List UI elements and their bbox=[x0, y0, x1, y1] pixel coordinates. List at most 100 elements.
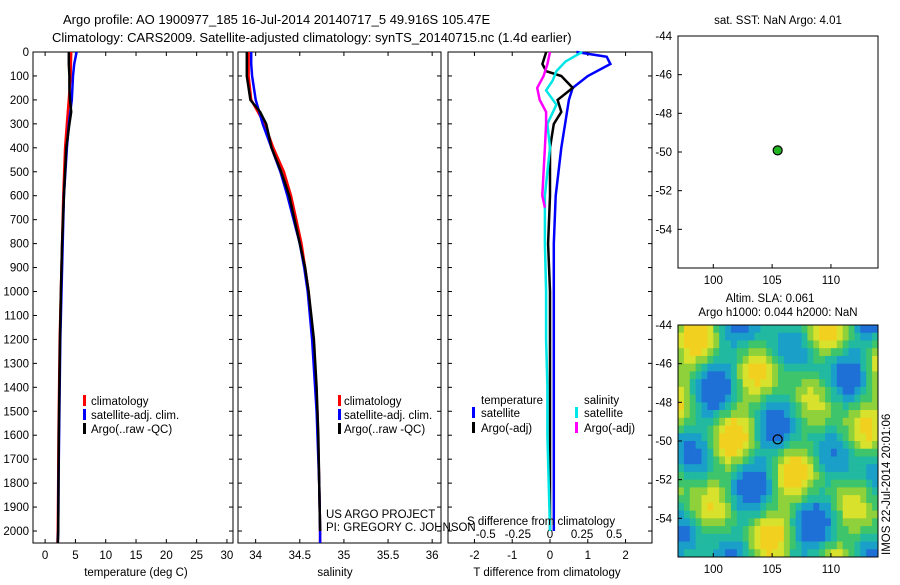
sla-cell bbox=[830, 464, 838, 473]
sla-cell bbox=[760, 394, 767, 403]
sla-cell bbox=[836, 471, 844, 481]
sla-cell bbox=[848, 410, 855, 419]
sla-cell bbox=[813, 402, 820, 411]
sla-cell bbox=[701, 549, 708, 558]
sla-cell bbox=[754, 541, 761, 550]
sla-cell bbox=[701, 441, 708, 450]
difference-top-xlabel: S difference from climatology bbox=[467, 516, 615, 528]
sla-cell bbox=[872, 417, 879, 426]
sla-cell bbox=[713, 417, 720, 426]
y-tick-label: 100 bbox=[10, 71, 29, 83]
sla-cell bbox=[836, 464, 844, 473]
sla-cell bbox=[807, 410, 814, 419]
x-tick-label: 0 bbox=[42, 550, 48, 562]
sla-cell bbox=[807, 518, 814, 527]
sla-cell bbox=[860, 533, 867, 542]
sla-cell bbox=[719, 379, 726, 388]
sla-cell bbox=[848, 502, 855, 511]
sla-cell bbox=[825, 340, 832, 349]
y-tick-label: 800 bbox=[10, 239, 29, 251]
sla-cell bbox=[801, 410, 808, 419]
sla-cell bbox=[701, 502, 708, 511]
sla-cell bbox=[854, 549, 861, 558]
sla-cell bbox=[854, 402, 861, 411]
sla-cell bbox=[872, 386, 879, 395]
sla-cell bbox=[825, 518, 832, 527]
sla-cell bbox=[736, 386, 744, 395]
sla-cell bbox=[725, 502, 732, 511]
sla-cell bbox=[730, 410, 738, 419]
sla-cell bbox=[772, 386, 779, 395]
sla-cell bbox=[683, 502, 691, 511]
sla-cell bbox=[778, 332, 785, 341]
sla-cell bbox=[825, 510, 832, 519]
sla-cell bbox=[730, 417, 738, 426]
sla-cell bbox=[813, 386, 820, 395]
sla-cell bbox=[801, 441, 808, 450]
sla-cell bbox=[742, 363, 749, 372]
sla-cell bbox=[695, 495, 702, 504]
sla-cell bbox=[872, 471, 879, 481]
sla-cell bbox=[825, 417, 832, 426]
sla-cell bbox=[813, 448, 820, 457]
sla-cell bbox=[742, 549, 749, 558]
sla-cell bbox=[836, 340, 844, 349]
sla-cell bbox=[842, 325, 849, 334]
salinity-panel: 34 34.5 35 35.5 36 bbox=[237, 51, 442, 562]
sla-cell bbox=[754, 502, 761, 511]
sla-cell bbox=[813, 495, 820, 504]
sla-cell bbox=[707, 371, 714, 380]
sla-cell bbox=[754, 433, 761, 442]
sla-cell bbox=[683, 340, 691, 349]
sla-cell bbox=[795, 549, 802, 558]
sla-cell bbox=[819, 355, 826, 365]
sla-cell bbox=[713, 549, 720, 558]
sla-cell bbox=[701, 371, 708, 380]
x-tick-label: 15 bbox=[130, 550, 143, 562]
sla-cell bbox=[848, 518, 855, 527]
sla-cell bbox=[742, 355, 749, 365]
sla-cell bbox=[748, 448, 755, 457]
sla-cell bbox=[736, 441, 744, 450]
sla-cell bbox=[778, 379, 785, 388]
sla-cell bbox=[789, 464, 797, 473]
sla-cell bbox=[825, 379, 832, 388]
sla-cell bbox=[854, 464, 861, 473]
sla-cell bbox=[760, 410, 767, 419]
sla-cell bbox=[713, 502, 720, 511]
sla-cell bbox=[754, 456, 761, 465]
sla-cell bbox=[842, 510, 849, 519]
sla-cell bbox=[754, 448, 761, 457]
sla-cell bbox=[766, 448, 773, 457]
sla-cell bbox=[736, 371, 744, 380]
series-line-s-satellite bbox=[543, 50, 583, 532]
sla-cell bbox=[689, 410, 697, 419]
sla-cell bbox=[695, 425, 702, 434]
sla-cell bbox=[830, 510, 838, 519]
sla-cell bbox=[866, 526, 873, 535]
sla-cell bbox=[683, 332, 691, 341]
sla-cell bbox=[842, 471, 849, 481]
sla-cell bbox=[795, 495, 802, 504]
sla-cell bbox=[695, 340, 702, 349]
sla-cell bbox=[689, 340, 697, 349]
sla-cell bbox=[730, 332, 738, 341]
x-tick-label: 34 bbox=[249, 550, 262, 562]
sla-cell bbox=[730, 379, 738, 388]
sla-cell bbox=[742, 541, 749, 550]
sla-cell bbox=[860, 386, 867, 395]
sla-cell bbox=[801, 533, 808, 542]
sla-cell bbox=[836, 526, 844, 535]
sla-cell bbox=[678, 433, 685, 442]
sla-cell bbox=[795, 425, 802, 434]
sla-cell bbox=[736, 479, 744, 488]
sla-cell bbox=[836, 549, 844, 558]
sla-cell bbox=[813, 379, 820, 388]
sla-cell bbox=[778, 541, 785, 550]
sla-cell bbox=[766, 518, 773, 527]
sla-cell bbox=[725, 433, 732, 442]
sla-cell bbox=[772, 348, 779, 357]
sla-cell bbox=[872, 410, 879, 419]
sla-cell bbox=[830, 355, 838, 365]
sla-cell bbox=[842, 456, 849, 465]
